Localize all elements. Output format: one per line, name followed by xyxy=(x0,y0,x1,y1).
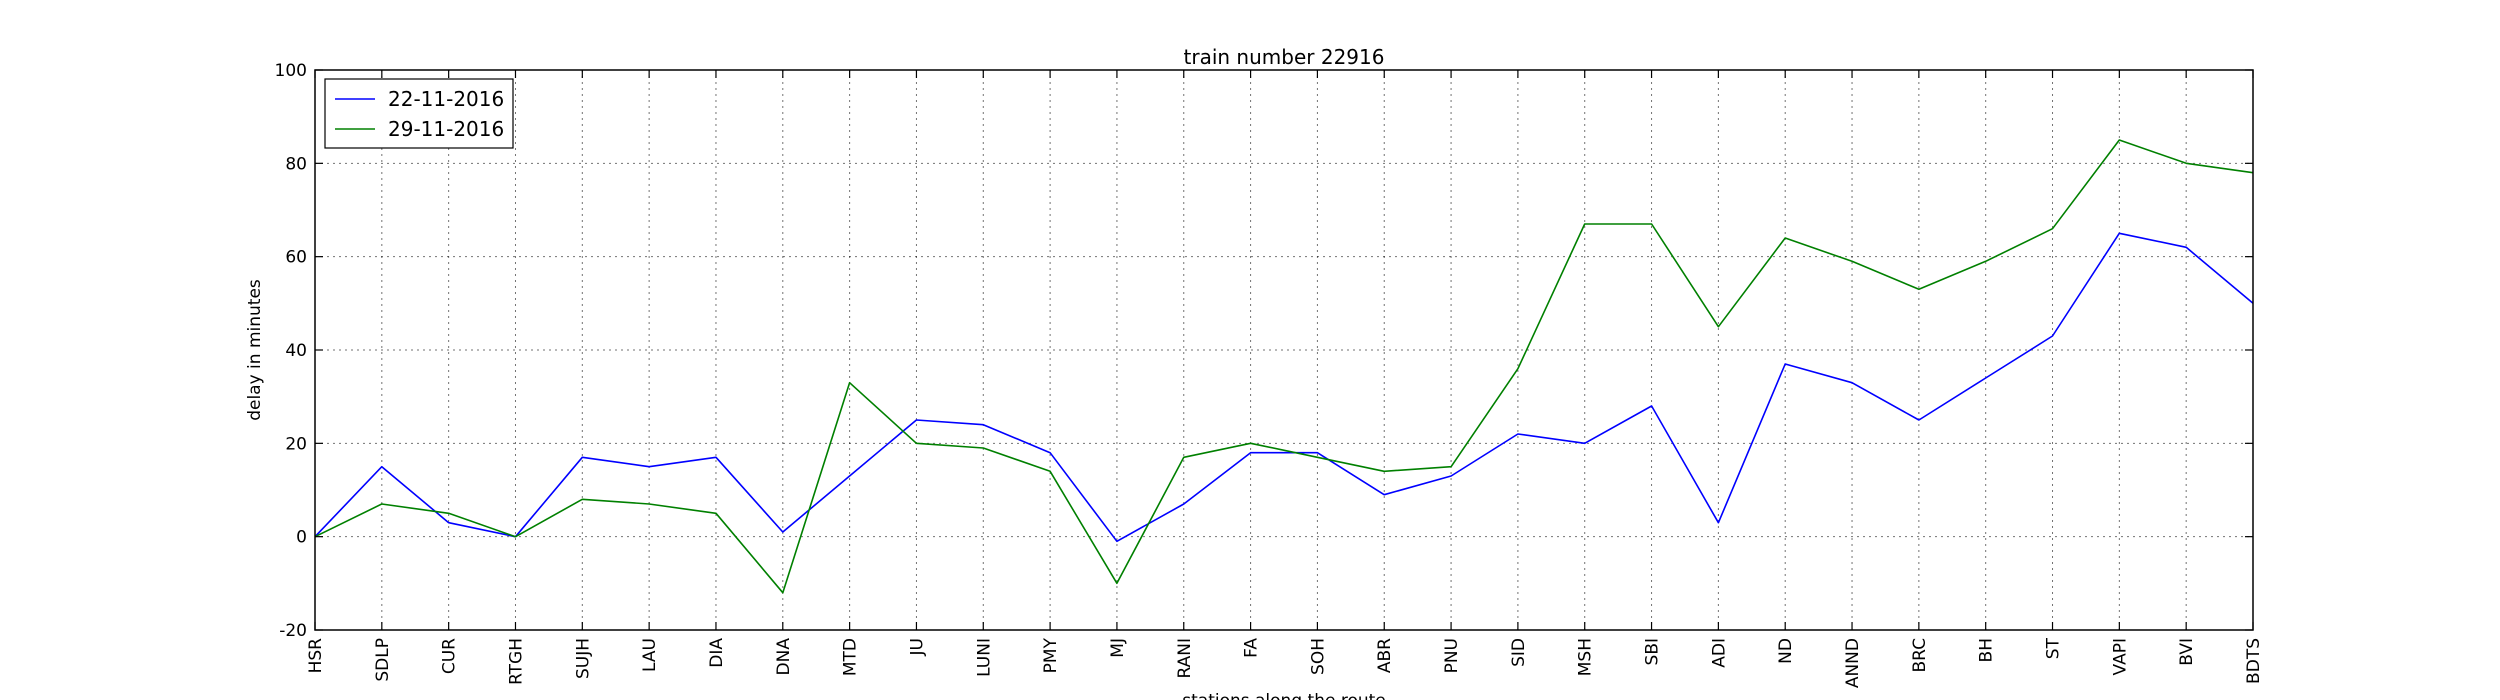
legend: 22-11-2016 29-11-2016 xyxy=(324,78,514,149)
x-tick-label: SOH xyxy=(1308,638,1328,675)
y-axis: -20 0 20 40 60 80 100 xyxy=(275,61,2253,641)
x-tick-label: BDTS xyxy=(2244,638,2264,684)
x-tick-label: MSH xyxy=(1576,638,1596,676)
grid-lines xyxy=(315,70,2253,630)
x-tick-label: LUNI xyxy=(974,638,994,677)
x-tick-label: DIA xyxy=(707,638,727,668)
x-tick-label: MJ xyxy=(1108,638,1128,658)
x-tick-label: FA xyxy=(1242,638,1262,658)
x-tick-label: LAU xyxy=(640,638,660,672)
x-tick-label: ADI xyxy=(1709,638,1729,668)
plot-frame xyxy=(314,69,2254,631)
x-tick-label: ND xyxy=(1776,638,1796,664)
y-tick-label: 100 xyxy=(275,61,307,81)
x-tick-label: PMY xyxy=(1041,637,1061,673)
chart-title: train number 22916 xyxy=(1184,45,1385,69)
y-axis-label: delay in minutes xyxy=(245,279,265,421)
y-tick-label: 0 xyxy=(296,528,307,548)
x-tick-label: MTD xyxy=(841,638,861,676)
x-tick-label: RTGH xyxy=(506,638,526,685)
x-axis: HSR SDLP CUR RTGH SUJH LAU DIA DNA MTD JU LUNI PMY M… xyxy=(306,70,2264,688)
x-tick-label: ABR xyxy=(1375,638,1395,673)
x-tick-label: SUJH xyxy=(573,638,593,679)
x-tick-label: BVI xyxy=(2177,638,2197,666)
y-tick-label: 80 xyxy=(285,154,307,174)
y-tick-label: 40 xyxy=(285,341,307,361)
x-tick-label: DNA xyxy=(774,638,794,676)
y-tick-label: -20 xyxy=(279,621,307,641)
x-tick-label: SDLP xyxy=(373,638,393,682)
x-tick-label: ANND xyxy=(1843,638,1863,688)
x-tick-label: BH xyxy=(1977,638,1997,662)
x-tick-label: SBI xyxy=(1643,638,1663,665)
x-tick-label: ST xyxy=(2044,637,2064,659)
x-tick-label: JU xyxy=(907,638,927,656)
legend-label: 29-11-2016 xyxy=(388,117,504,141)
series-line-1 xyxy=(314,232,2254,543)
series-line-2 xyxy=(314,139,2254,594)
y-tick-label: 60 xyxy=(285,248,307,268)
x-tick-label: BRC xyxy=(1910,638,1930,673)
x-tick-label: PNU xyxy=(1442,638,1462,673)
x-tick-label: VAPI xyxy=(2110,638,2130,675)
x-axis-label: stations along the route xyxy=(1182,691,1386,700)
legend-label: 22-11-2016 xyxy=(388,87,504,111)
x-tick-label: HSR xyxy=(306,638,326,674)
series-group xyxy=(314,139,2254,594)
x-tick-label: RANI xyxy=(1175,638,1195,678)
x-tick-label: CUR xyxy=(440,638,460,674)
legend-box xyxy=(324,78,514,149)
y-tick-label: 20 xyxy=(285,434,307,454)
x-tick-label: SID xyxy=(1509,638,1529,667)
